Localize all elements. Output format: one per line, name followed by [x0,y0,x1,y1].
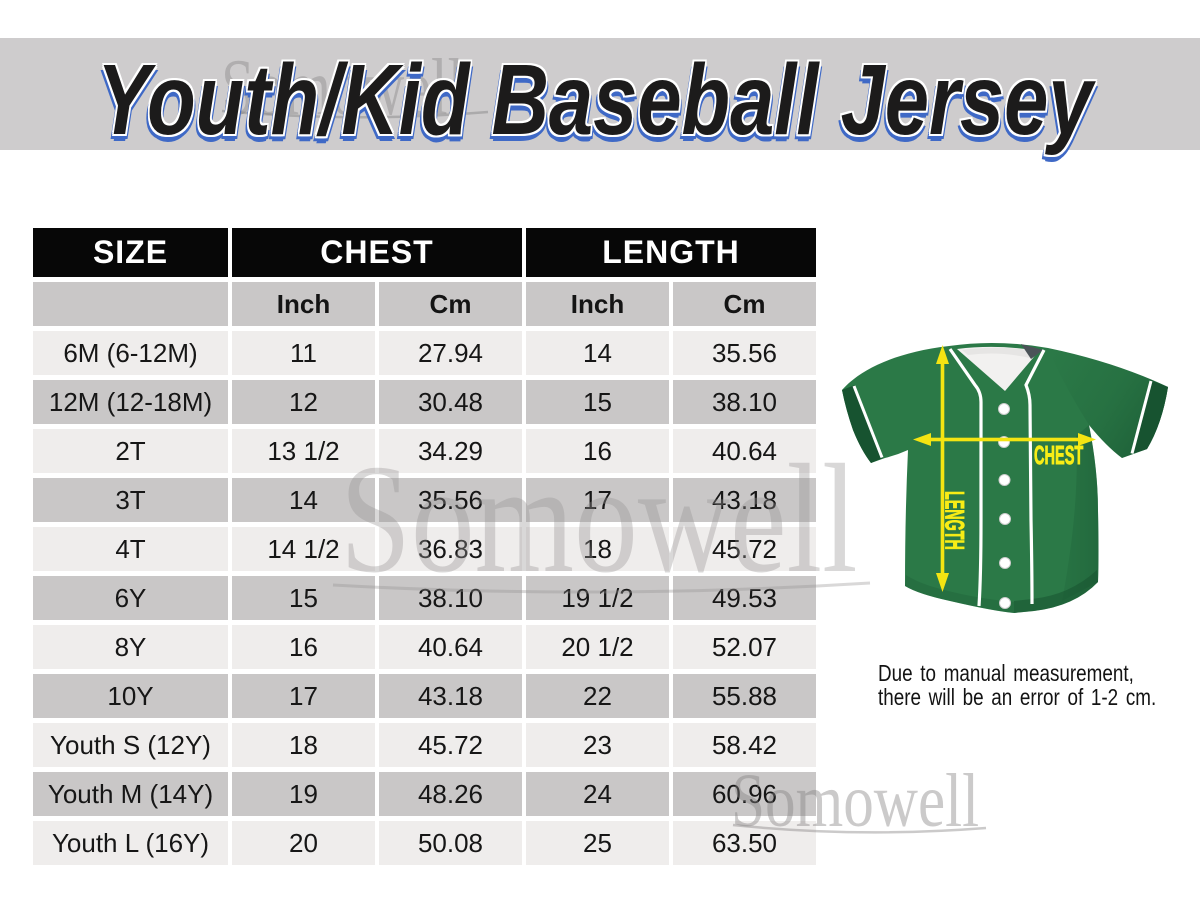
svg-text:CHEST: CHEST [1034,442,1083,470]
svg-text:LENGTH: LENGTH [939,491,970,550]
